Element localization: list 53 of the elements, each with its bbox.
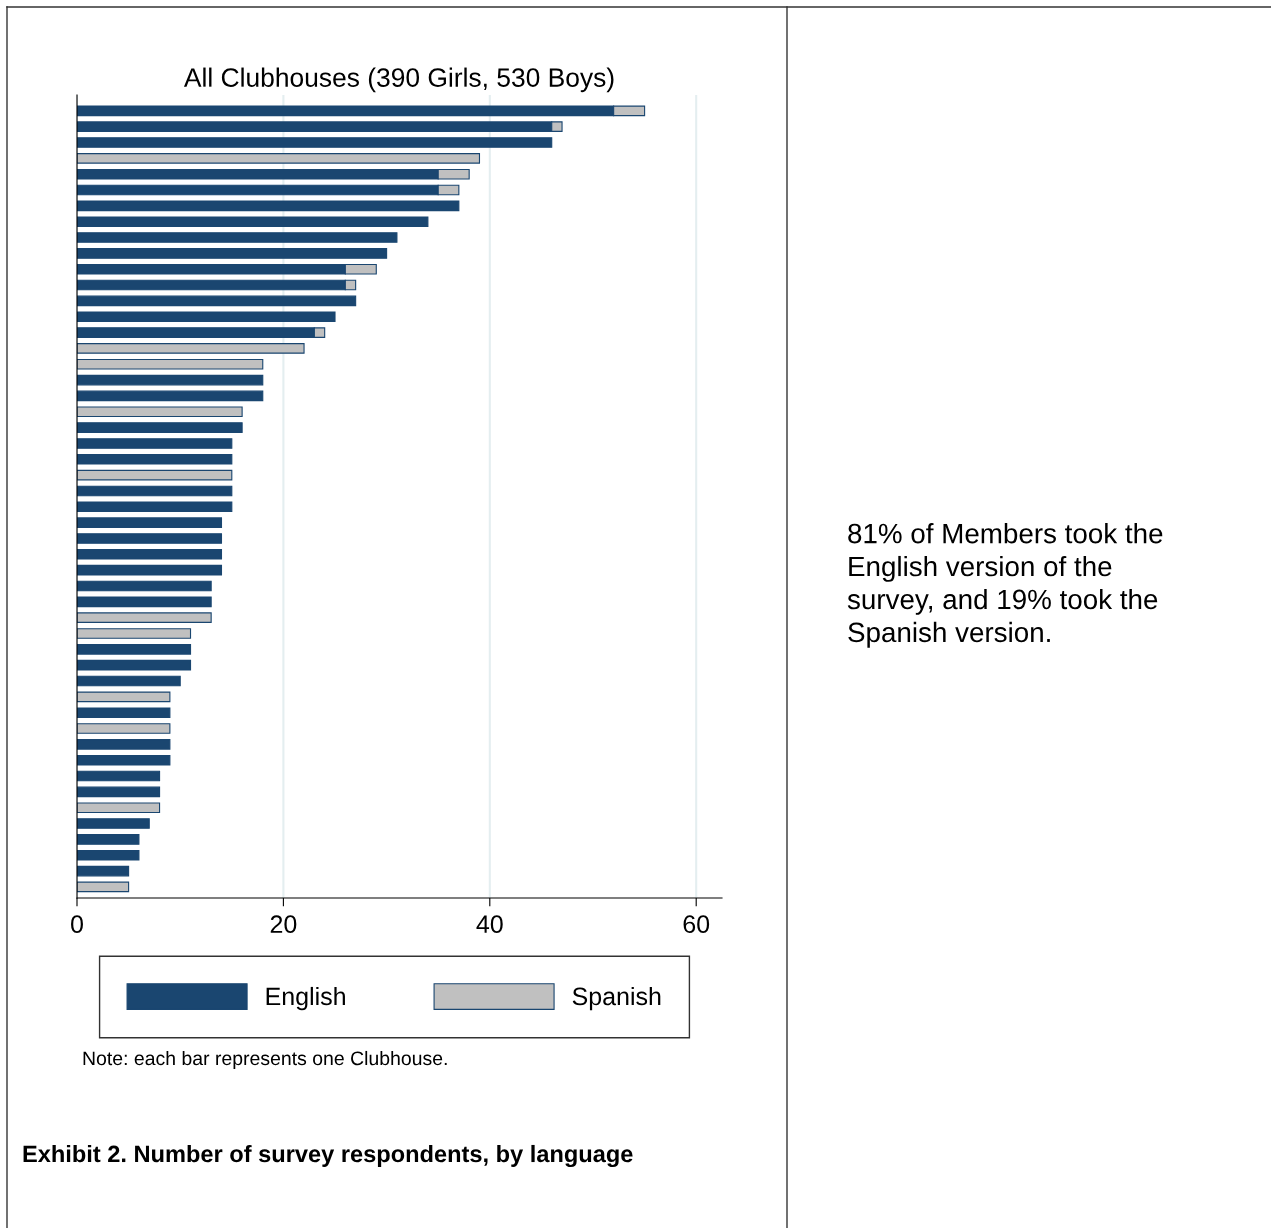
bar [77, 343, 305, 354]
text: 81% of Members took the English version of the survey, and 19% took the Spanish version. [847, 523, 1163, 648]
bar [77, 358, 264, 370]
bar [77, 849, 140, 861]
bar [77, 485, 233, 497]
bar [77, 295, 357, 307]
bar [77, 216, 429, 228]
bar [77, 739, 171, 750]
bar [77, 390, 264, 402]
x-tick-label: 40 [476, 915, 503, 934]
bar [77, 881, 130, 893]
bar [77, 675, 181, 687]
bar [77, 406, 243, 418]
bar [77, 232, 398, 243]
bar [77, 549, 223, 560]
x-tick-label: 20 [270, 915, 297, 934]
bar [77, 770, 161, 782]
bar [77, 453, 233, 465]
bar [77, 137, 553, 148]
bar [77, 628, 192, 639]
bar [77, 580, 212, 592]
bar [77, 422, 243, 433]
bar [77, 659, 192, 671]
bar [77, 596, 212, 608]
bar [77, 438, 233, 449]
text: Note: each bar represents one Clubhouse. [83, 1050, 447, 1070]
bar [77, 723, 171, 734]
bar [77, 311, 336, 323]
x-tick-label: 60 [683, 915, 710, 934]
bar [77, 153, 481, 164]
bar [77, 248, 388, 259]
text: Exhibit 2. Number of survey respondents, by language [23, 1144, 633, 1168]
bar [77, 754, 171, 766]
bar [77, 707, 171, 718]
legend-label: Spanish [572, 986, 661, 1011]
bar [77, 865, 130, 877]
bar [77, 786, 161, 798]
legend-label: English [266, 986, 345, 1011]
bar [77, 501, 233, 513]
chart-title: All Clubhouses (390 Girls, 530 Boys) [183, 67, 614, 93]
bar [77, 818, 150, 829]
bar [77, 834, 140, 845]
bar [77, 517, 223, 528]
bar [77, 200, 460, 212]
bar [77, 802, 161, 814]
bar [77, 564, 223, 576]
bar [77, 533, 223, 544]
x-tick-label: 0 [71, 915, 83, 934]
bar [77, 374, 264, 386]
bar [77, 612, 212, 623]
bar [77, 691, 171, 703]
bar [77, 644, 192, 655]
bar [77, 469, 233, 481]
